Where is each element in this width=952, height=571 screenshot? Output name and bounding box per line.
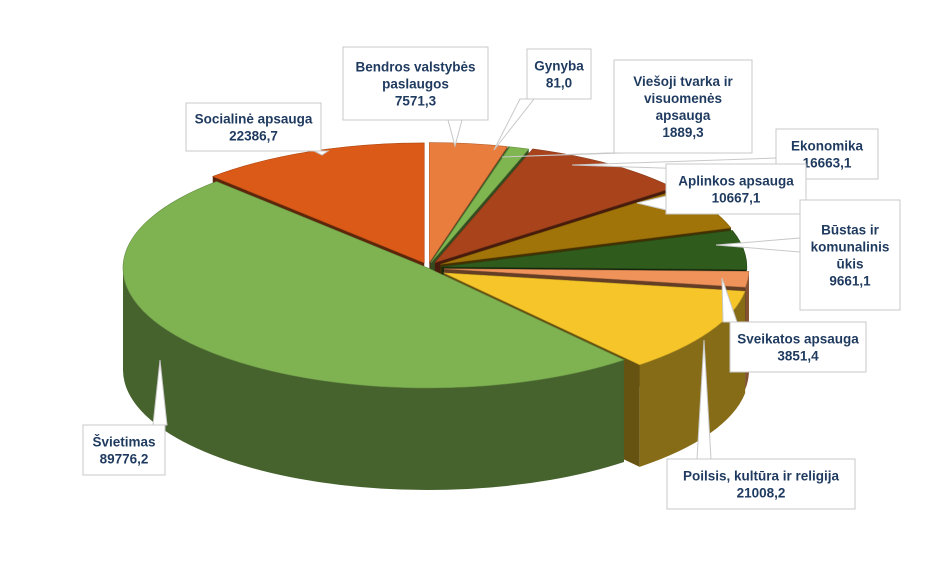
data-label-text: Švietimas (92, 435, 155, 450)
data-label-text: Socialinė apsauga (195, 112, 313, 127)
pie-slice-wall (122, 268, 624, 491)
pie-slice (211, 142, 425, 264)
pie-slice (428, 142, 508, 264)
callout-box (613, 59, 753, 154)
callout-box (342, 46, 489, 121)
data-label-text: Būstas ir (821, 223, 880, 238)
data-label-value: 16663,1 (803, 156, 852, 171)
data-label-text: Gynyba (534, 59, 584, 74)
callout-box (185, 102, 322, 152)
callout-leader (493, 98, 536, 151)
pie-slice (122, 181, 625, 389)
data-label-text: Poilsis, kultūra ir religija (683, 469, 840, 484)
data-label-value: 3851,4 (777, 349, 819, 364)
data-label-value: 81,0 (546, 76, 572, 91)
data-label-value: 22386,7 (229, 129, 278, 144)
data-label-text: Viešoji tvarka ir (633, 74, 733, 89)
data-label-text: apsauga (656, 108, 711, 123)
data-label-value: 9661,1 (829, 274, 871, 289)
pie-slice-wall (639, 291, 746, 467)
data-label-text: Bendros valstybės (355, 60, 475, 75)
callout-leader (447, 119, 463, 148)
callout-box (665, 163, 807, 215)
data-label-value: 10667,1 (712, 191, 761, 206)
data-label-value: 1889,3 (662, 125, 704, 140)
callout-box (729, 321, 867, 373)
data-label-text: komunalinis (811, 240, 890, 255)
pie-slice (443, 268, 750, 288)
pie-top-layer (122, 142, 750, 389)
data-label-text: Sveikatos apsauga (737, 332, 859, 347)
pie-slice (430, 146, 530, 263)
pie-slice (441, 230, 748, 270)
callout-box (799, 199, 901, 311)
callout-box (82, 424, 166, 476)
data-label-text: Aplinkos apsauga (678, 174, 794, 189)
data-label-text: ūkis (836, 257, 863, 272)
callout-box (526, 48, 592, 100)
data-label-text: Ekonomika (791, 139, 864, 154)
data-label-text: visuomenės (644, 91, 722, 106)
data-label-text: paslaugos (382, 77, 449, 92)
pie-slice (443, 272, 746, 366)
data-label-value: 7571,3 (395, 94, 437, 109)
data-label-value: 89776,2 (100, 452, 149, 467)
data-label-value: 21008,2 (737, 486, 786, 501)
callout-box (666, 458, 856, 510)
callouts-layer: Bendros valstybės paslaugos 7571,3 Gynyba 81… (82, 46, 901, 510)
